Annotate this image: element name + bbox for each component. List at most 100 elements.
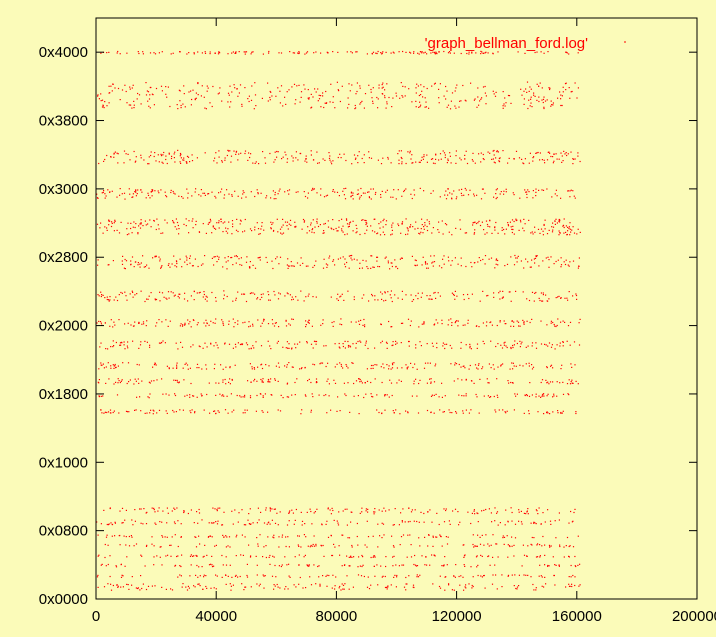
data-point (96, 521, 98, 523)
data-point (515, 290, 517, 292)
data-point (131, 519, 133, 521)
data-point (355, 321, 357, 323)
data-point (504, 97, 506, 99)
data-point (289, 219, 292, 221)
data-point (415, 295, 417, 297)
data-point (577, 52, 579, 54)
data-point (409, 150, 411, 152)
data-point (195, 92, 197, 94)
data-point (113, 156, 115, 158)
data-point (486, 295, 488, 297)
data-point (548, 544, 551, 546)
data-point (570, 564, 572, 567)
data-point (151, 93, 153, 95)
data-point (229, 367, 231, 369)
data-point (309, 576, 311, 578)
data-point (248, 152, 250, 154)
data-point (143, 323, 145, 325)
data-point (504, 105, 506, 107)
data-point (512, 344, 514, 347)
data-point (132, 226, 134, 228)
data-point (564, 297, 566, 299)
data-point (162, 232, 164, 234)
data-point (371, 255, 373, 257)
data-point (380, 323, 382, 326)
data-point (432, 227, 434, 229)
data-point (298, 564, 300, 566)
data-point (495, 221, 497, 224)
data-point (174, 522, 176, 525)
data-point (356, 90, 358, 93)
data-point (279, 102, 281, 104)
data-point (235, 153, 237, 155)
data-point (103, 160, 105, 162)
data-point (406, 368, 408, 370)
data-point (167, 264, 169, 266)
data-point (348, 588, 350, 590)
data-point (230, 257, 232, 259)
data-point (432, 545, 434, 547)
data-point (131, 584, 133, 586)
data-point (484, 263, 486, 265)
data-point (492, 556, 494, 558)
data-point (194, 98, 196, 100)
data-point (150, 191, 152, 193)
data-point (153, 545, 155, 547)
data-point (550, 545, 552, 547)
data-point (408, 575, 410, 577)
data-point (430, 52, 432, 54)
data-point (495, 198, 497, 200)
data-point (297, 191, 299, 193)
data-point (535, 152, 537, 154)
data-point (323, 232, 325, 234)
data-point (528, 362, 530, 364)
data-point (255, 161, 257, 163)
data-point (259, 259, 261, 261)
data-point (170, 291, 172, 293)
data-point (514, 340, 516, 342)
data-point (144, 300, 146, 303)
data-point (277, 524, 279, 526)
data-point (295, 226, 297, 228)
data-point (478, 257, 480, 259)
data-point (151, 195, 153, 197)
data-point (441, 545, 443, 547)
data-point (225, 227, 227, 229)
data-point (439, 295, 441, 297)
data-point (179, 325, 181, 327)
data-point (242, 412, 244, 414)
data-point (421, 218, 423, 220)
data-point (412, 162, 414, 164)
data-point (361, 507, 363, 509)
data-point (247, 159, 249, 161)
data-point (121, 379, 123, 381)
data-point (376, 409, 378, 411)
data-point (280, 52, 283, 54)
data-point (569, 97, 571, 99)
data-point (504, 524, 506, 526)
data-point (227, 260, 229, 262)
data-point (208, 324, 210, 326)
data-point (163, 296, 165, 298)
data-point (538, 96, 540, 98)
data-point (412, 586, 414, 588)
data-point (536, 99, 538, 101)
data-point (401, 157, 403, 160)
data-point (249, 228, 252, 230)
data-point (267, 411, 269, 413)
data-point (409, 520, 411, 523)
data-point (284, 556, 286, 558)
data-point (288, 511, 290, 513)
data-point (281, 226, 283, 228)
data-point (193, 585, 195, 587)
data-point (439, 575, 441, 577)
data-point (353, 382, 355, 385)
data-point (321, 362, 324, 364)
data-point (574, 576, 576, 578)
data-point (160, 546, 162, 548)
data-point (568, 379, 570, 381)
data-point (206, 296, 208, 298)
data-point (547, 393, 549, 395)
data-point (184, 261, 186, 263)
data-point (198, 508, 200, 511)
